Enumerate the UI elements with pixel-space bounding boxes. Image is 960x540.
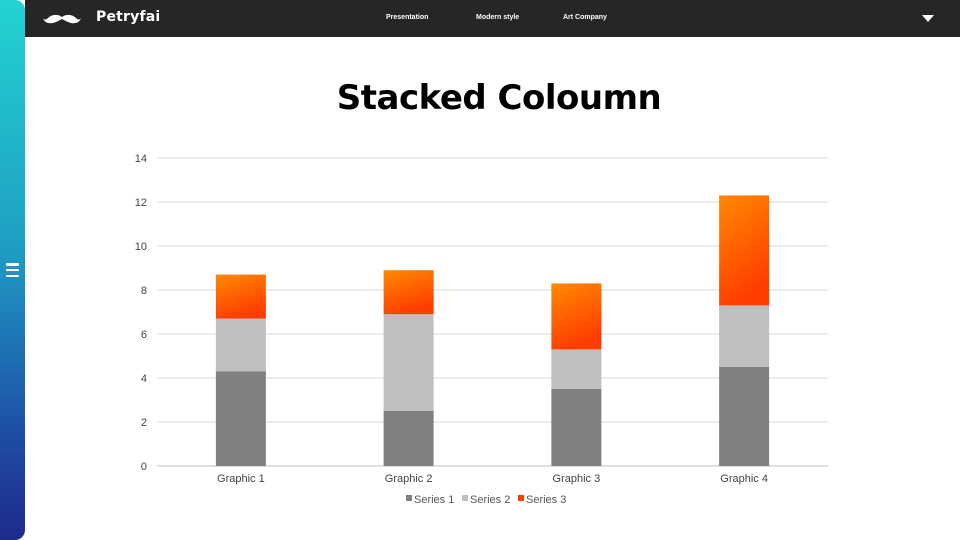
bar-segment xyxy=(719,195,770,306)
y-tick-label: 0 xyxy=(141,461,147,473)
x-axis-categories: Graphic 1 Graphic 2 Graphic 3 Graphic 4 xyxy=(217,473,768,485)
nav-item-presentation[interactable]: Presentation xyxy=(386,14,429,21)
top-bar: Petryfai Presentation Modern style Art C… xyxy=(25,0,960,37)
mustache-icon xyxy=(43,14,81,24)
y-axis-ticks: 0 2 4 6 8 10 12 14 xyxy=(135,153,147,473)
y-tick-label: 12 xyxy=(135,197,147,209)
caret-down-icon[interactable] xyxy=(922,15,934,22)
y-tick-label: 8 xyxy=(141,285,147,297)
legend-swatch xyxy=(462,495,468,501)
bar-segment xyxy=(719,367,770,466)
x-category-label: Graphic 2 xyxy=(385,473,433,485)
hamburger-menu-icon[interactable] xyxy=(6,263,19,277)
bar-segment xyxy=(383,314,434,411)
legend-label: Series 3 xyxy=(526,494,566,506)
bar-segment xyxy=(215,274,266,319)
bar-segment xyxy=(551,349,602,389)
nav-item-art-company[interactable]: Art Company xyxy=(563,14,607,21)
bar-segment xyxy=(383,270,434,315)
x-category-label: Graphic 3 xyxy=(553,473,601,485)
nav-item-modern-style[interactable]: Modern style xyxy=(476,14,520,21)
y-tick-label: 14 xyxy=(135,153,147,165)
sidebar xyxy=(0,0,25,540)
legend-swatch xyxy=(406,495,412,501)
y-tick-label: 4 xyxy=(141,373,147,385)
bar-segment xyxy=(551,283,602,350)
x-category-label: Graphic 4 xyxy=(720,473,768,485)
chart-bars xyxy=(215,195,770,466)
legend-swatch xyxy=(518,495,524,501)
bar-segment xyxy=(383,411,434,466)
y-tick-label: 10 xyxy=(135,241,147,253)
legend-label: Series 2 xyxy=(470,494,510,506)
page-title: Stacked Coloumn xyxy=(336,78,662,118)
y-tick-label: 6 xyxy=(141,329,147,341)
bar-segment xyxy=(215,318,266,372)
chart-legend: Series 1 Series 2 Series 3 xyxy=(406,494,566,506)
brand-name[interactable]: Petryfai xyxy=(96,9,161,25)
bar-segment xyxy=(551,389,602,466)
legend-label: Series 1 xyxy=(414,494,454,506)
chart-grid xyxy=(157,157,828,467)
bar-segment xyxy=(215,371,266,466)
x-category-label: Graphic 1 xyxy=(217,473,265,485)
bar-segment xyxy=(719,305,770,367)
y-tick-label: 2 xyxy=(141,417,147,429)
